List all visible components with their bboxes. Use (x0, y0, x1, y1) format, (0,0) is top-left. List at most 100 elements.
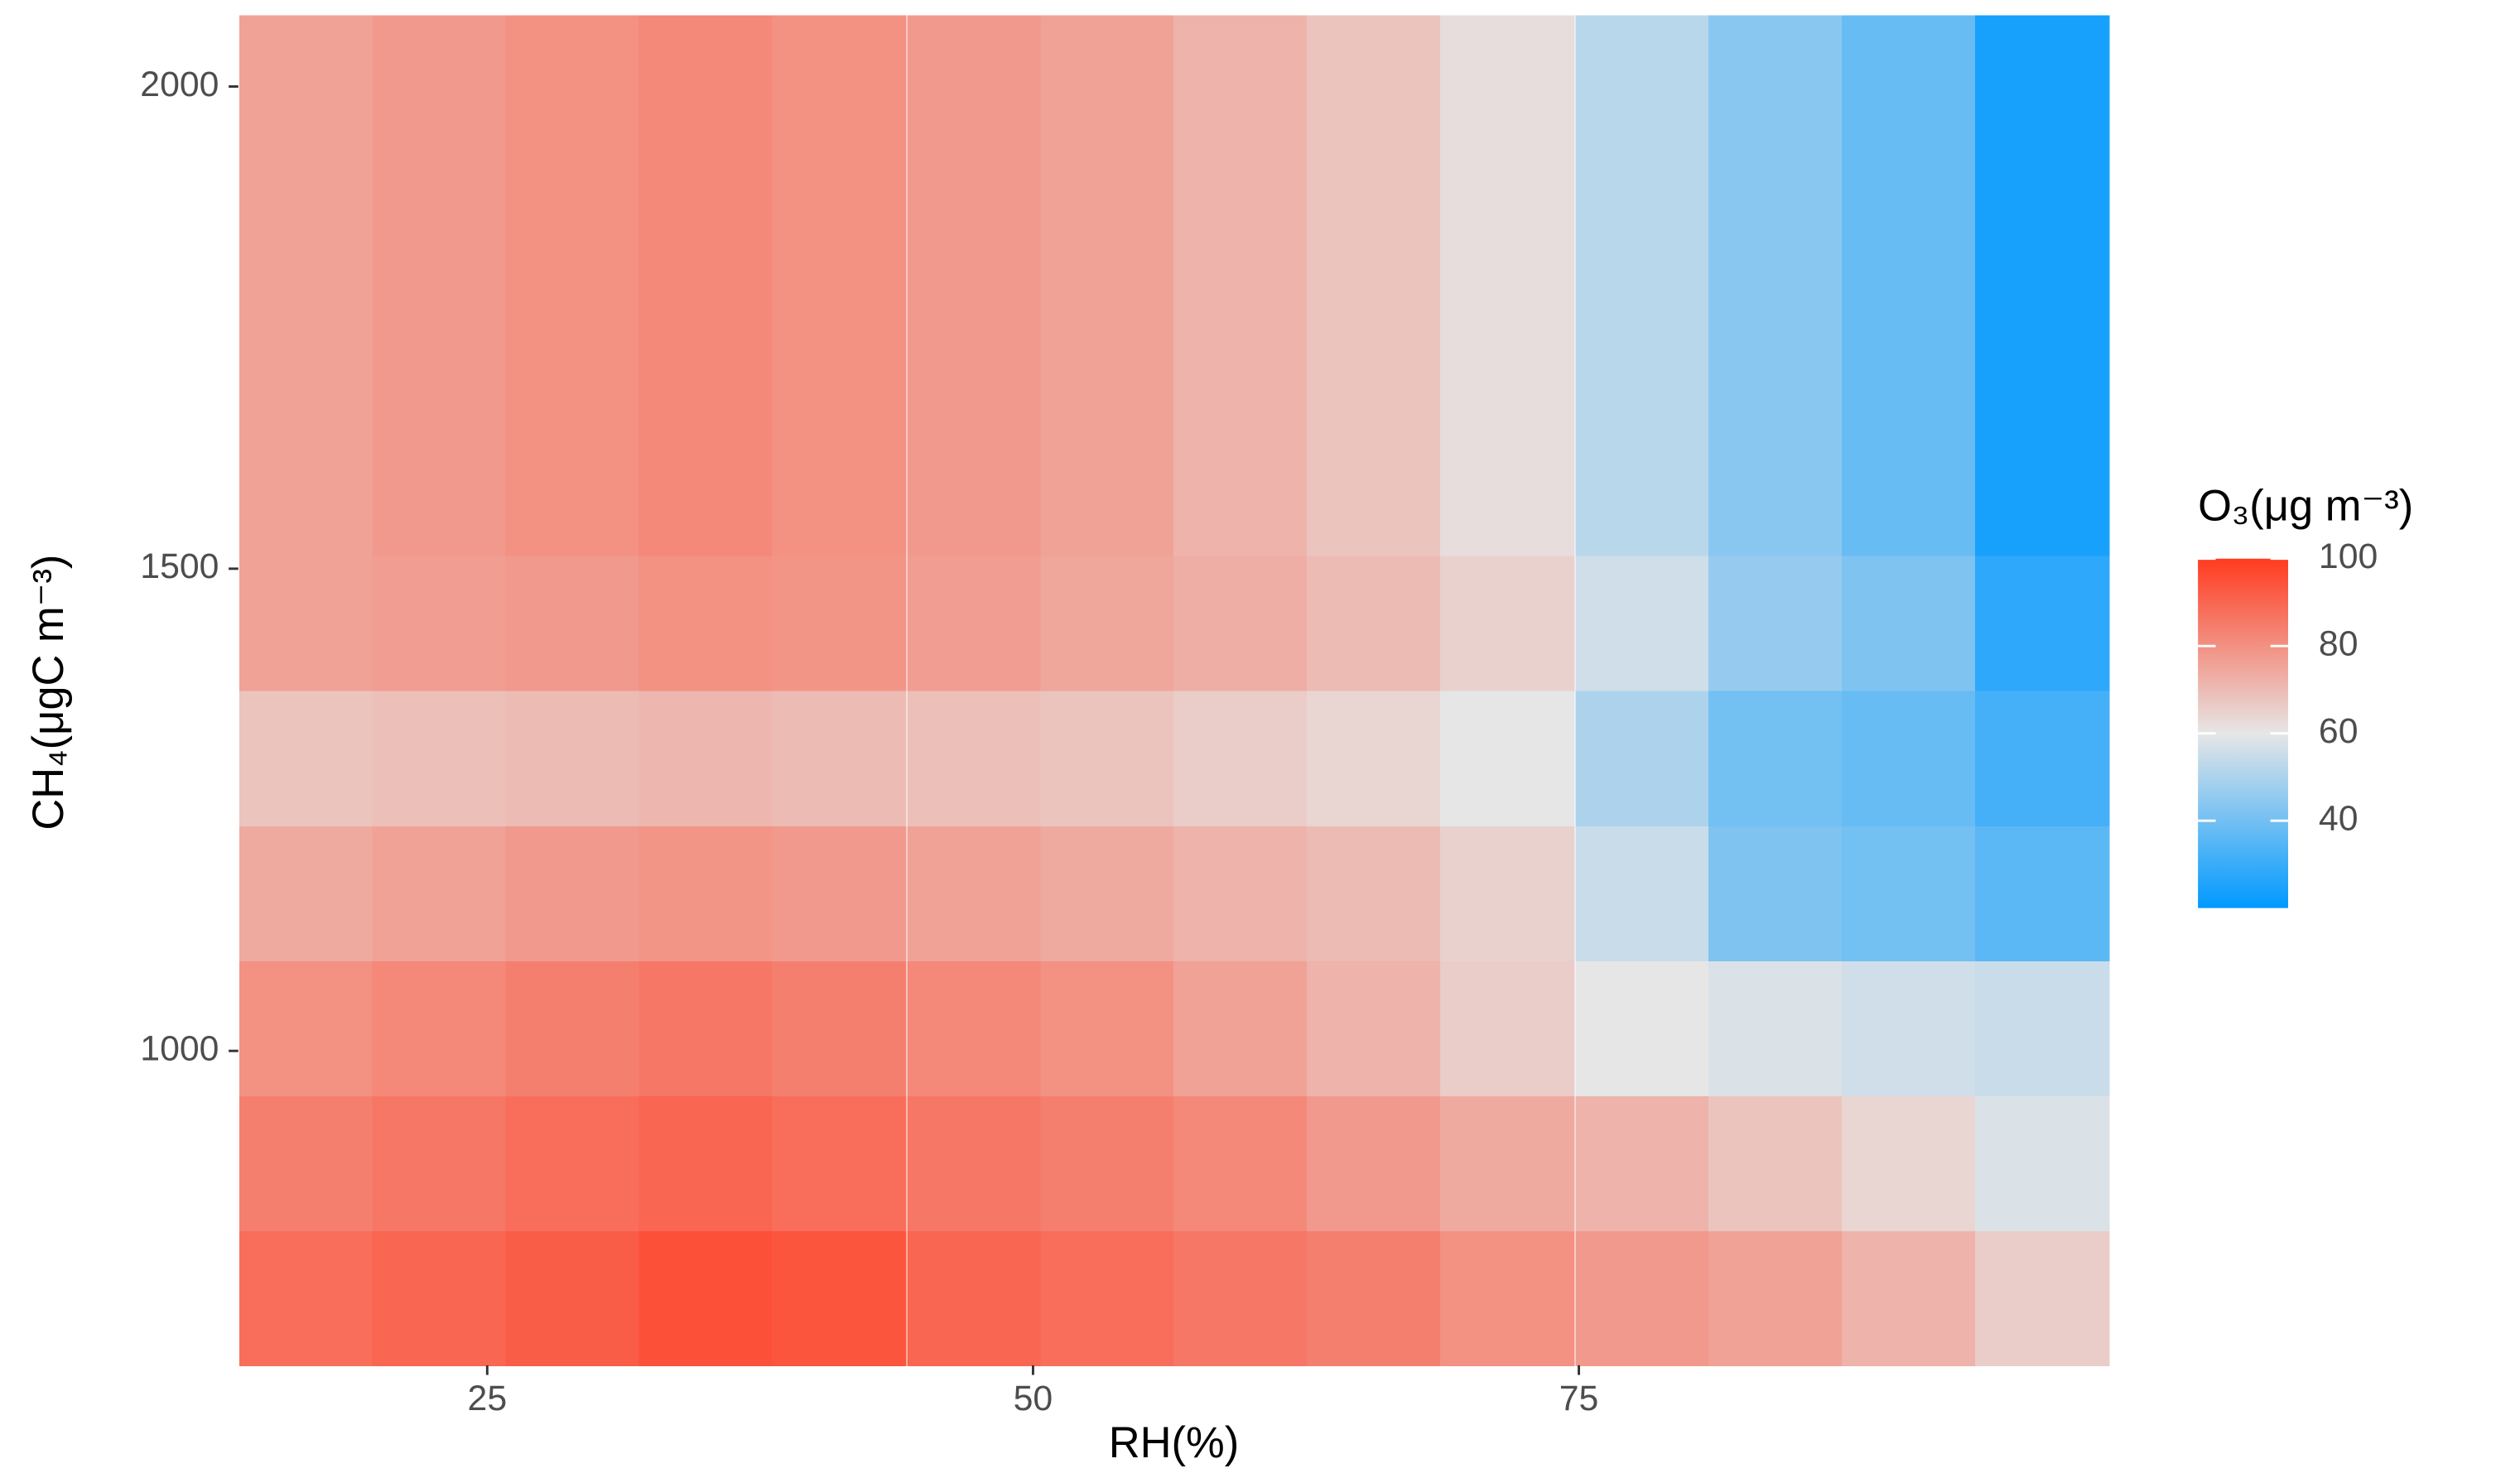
heatmap-cell (1974, 285, 2110, 421)
heatmap-cell (1708, 285, 1843, 421)
heatmap-cell (1575, 1230, 1710, 1366)
heatmap-cell (1841, 1095, 1977, 1231)
heatmap-cell (1307, 150, 1442, 286)
heatmap-cell (505, 1095, 641, 1231)
heatmap-cell (638, 420, 773, 556)
heatmap-cell (1439, 150, 1575, 286)
heatmap-cell (772, 15, 907, 152)
heatmap-cell (505, 15, 641, 152)
heatmap-cell (1040, 690, 1175, 826)
heatmap-cell (1173, 690, 1308, 826)
heatmap-cell (1708, 555, 1843, 691)
heatmap-cell (1708, 1230, 1843, 1366)
heatmap-cell (505, 150, 641, 286)
heatmap-cell (907, 825, 1043, 961)
heatmap-cell (239, 1230, 374, 1366)
heatmap-cell (1575, 15, 1710, 152)
heatmap-cell (907, 150, 1043, 286)
heatmap-cell (772, 555, 907, 691)
heatmap-cell (1439, 15, 1575, 152)
heatmap-cell (907, 285, 1043, 421)
heatmap-cell (1040, 1230, 1175, 1366)
heatmap-cell (1841, 1230, 1977, 1366)
heatmap-cell (1575, 690, 1710, 826)
heatmap-cell (1173, 15, 1308, 152)
heatmap-cell (1974, 150, 2110, 286)
heatmap-cell (1173, 285, 1308, 421)
heatmap-cell (1841, 555, 1977, 691)
legend-tick-label: 100 (2319, 537, 2378, 576)
x-tick-label: 50 (1014, 1379, 1053, 1418)
heatmap-cell (1173, 420, 1308, 556)
heatmap-cell (1040, 420, 1175, 556)
heatmap-cell (907, 690, 1043, 826)
heatmap-cell (239, 825, 374, 961)
heatmap-cell (372, 150, 508, 286)
heatmap-cell (1040, 150, 1175, 286)
heatmap-cell (1173, 555, 1308, 691)
heatmap-cell (1974, 690, 2110, 826)
y-tick-label: 2000 (140, 65, 219, 104)
heatmap-cell (239, 1095, 374, 1231)
heatmap-cell (638, 690, 773, 826)
heatmap-cell (1974, 15, 2110, 152)
heatmap-cell (239, 420, 374, 556)
heatmap-cell (1708, 15, 1843, 152)
heatmap-cell (1708, 825, 1843, 961)
heatmap-cell (772, 150, 907, 286)
heatmap-cell (239, 15, 374, 152)
heatmap-cell (772, 420, 907, 556)
heatmap-cell (1439, 285, 1575, 421)
heatmap-cell (1307, 1230, 1442, 1366)
heatmap-cell (372, 825, 508, 961)
heatmap-cell (638, 15, 773, 152)
heatmap-cell (907, 420, 1043, 556)
heatmap-cell (638, 150, 773, 286)
heatmap-cell (1307, 420, 1442, 556)
heatmap-cell (1575, 420, 1710, 556)
heatmap-cell (1708, 690, 1843, 826)
heatmap-cell (638, 960, 773, 1096)
heatmap-cell (1040, 555, 1175, 691)
heatmap-cell (505, 285, 641, 421)
heatmap-cell (1439, 960, 1575, 1096)
heatmap-cell (1173, 1095, 1308, 1231)
heatmap-cell (1040, 1095, 1175, 1231)
y-tick-label: 1500 (140, 546, 219, 586)
heatmap-cell (1439, 1230, 1575, 1366)
heatmap-cell (772, 1230, 907, 1366)
heatmap-cell (1439, 690, 1575, 826)
heatmap-cell (638, 1095, 773, 1231)
heatmap-cell (638, 555, 773, 691)
heatmap-cell (1439, 420, 1575, 556)
heatmap-cell (907, 1230, 1043, 1366)
heatmap-cell (1575, 555, 1710, 691)
heatmap-cell (1307, 1095, 1442, 1231)
heatmap-cell (1307, 555, 1442, 691)
heatmap-cell (1439, 555, 1575, 691)
heatmap-cell (907, 15, 1043, 152)
heatmap-cell (772, 960, 907, 1096)
heatmap-cell (1040, 285, 1175, 421)
heatmap-cell (1040, 960, 1175, 1096)
heatmap-cell (239, 285, 374, 421)
y-axis-title: CH₄(μgC m⁻³) (24, 555, 73, 830)
heatmap-cell (372, 960, 508, 1096)
heatmap-cell (1841, 420, 1977, 556)
heatmap-cell (1708, 960, 1843, 1096)
heatmap-cell (1173, 825, 1308, 961)
x-tick-label: 25 (468, 1379, 508, 1418)
heatmap-cell (372, 690, 508, 826)
heatmap-cell (1841, 960, 1977, 1096)
heatmap-cell (372, 285, 508, 421)
heatmap-cell (772, 1095, 907, 1231)
heatmap-cell (1575, 285, 1710, 421)
legend-tick-label: 80 (2319, 624, 2359, 664)
heatmap-cell (772, 285, 907, 421)
heatmap-cell (1575, 825, 1710, 961)
heatmap-cell (372, 15, 508, 152)
heatmap-cell (1575, 1095, 1710, 1231)
heatmap-cell (1575, 150, 1710, 286)
